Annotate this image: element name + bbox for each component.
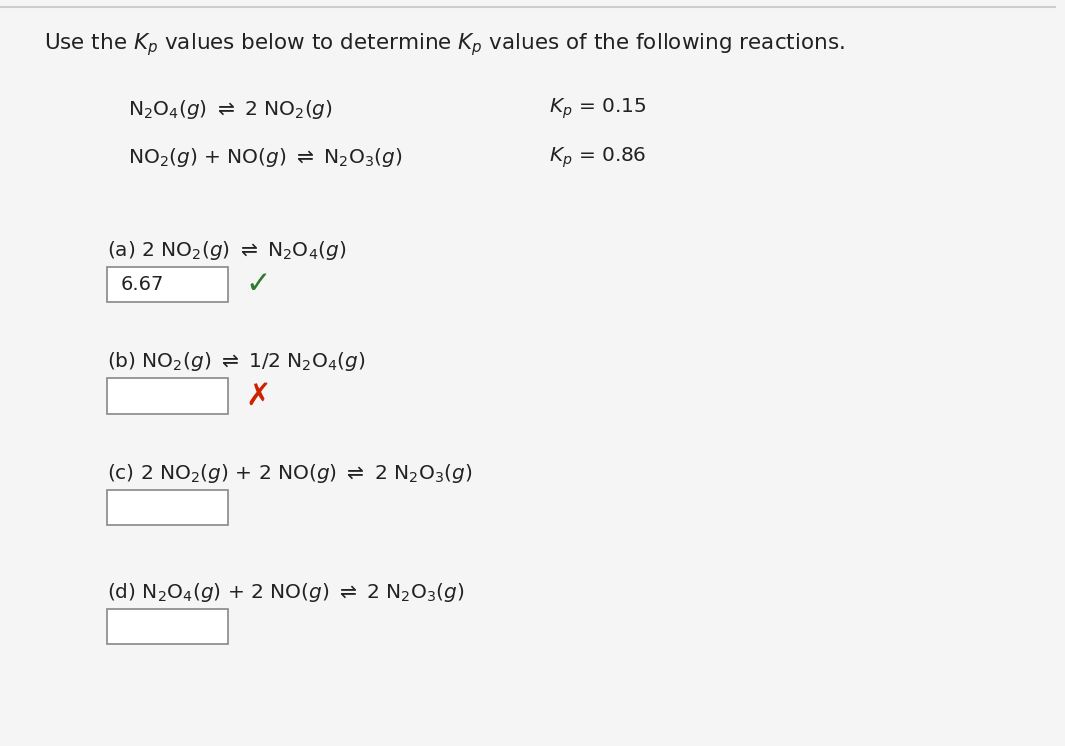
FancyBboxPatch shape	[106, 267, 228, 302]
Text: ✗: ✗	[246, 381, 272, 410]
Text: $\mathrm{N_2O_4}(g)$ $\rightleftharpoons$ 2 $\mathrm{NO_2}(g)$: $\mathrm{N_2O_4}(g)$ $\rightleftharpoons…	[128, 98, 332, 121]
Text: $\mathrm{NO_2}(g)$ + $\mathrm{NO}(g)$ $\rightleftharpoons$ $\mathrm{N_2O_3}(g)$: $\mathrm{NO_2}(g)$ + $\mathrm{NO}(g)$ $\…	[128, 146, 403, 169]
Text: (a) 2 $\mathrm{NO_2}(g)$ $\rightleftharpoons$ $\mathrm{N_2O_4}(g)$: (a) 2 $\mathrm{NO_2}(g)$ $\rightleftharp…	[106, 239, 346, 262]
Text: (d) $\mathrm{N_2O_4}(g)$ + 2 $\mathrm{NO}(g)$ $\rightleftharpoons$ 2 $\mathrm{N_: (d) $\mathrm{N_2O_4}(g)$ + 2 $\mathrm{NO…	[106, 580, 464, 604]
Text: (c) 2 $\mathrm{NO_2}(g)$ + 2 $\mathrm{NO}(g)$ $\rightleftharpoons$ 2 $\mathrm{N_: (c) 2 $\mathrm{NO_2}(g)$ + 2 $\mathrm{NO…	[106, 462, 472, 485]
Text: (b) $\mathrm{NO_2}(g)$ $\rightleftharpoons$ 1/2 $\mathrm{N_2O_4}(g)$: (b) $\mathrm{NO_2}(g)$ $\rightleftharpoo…	[106, 351, 365, 373]
FancyBboxPatch shape	[106, 609, 228, 645]
Text: $K_p$ = 0.86: $K_p$ = 0.86	[550, 145, 646, 170]
Text: Use the $K_p$ values below to determine $K_p$ values of the following reactions.: Use the $K_p$ values below to determine …	[44, 31, 845, 58]
FancyBboxPatch shape	[106, 489, 228, 525]
Text: 6.67: 6.67	[120, 275, 164, 294]
FancyBboxPatch shape	[106, 378, 228, 414]
Text: $K_p$ = 0.15: $K_p$ = 0.15	[550, 97, 646, 122]
Text: ✓: ✓	[246, 270, 272, 299]
